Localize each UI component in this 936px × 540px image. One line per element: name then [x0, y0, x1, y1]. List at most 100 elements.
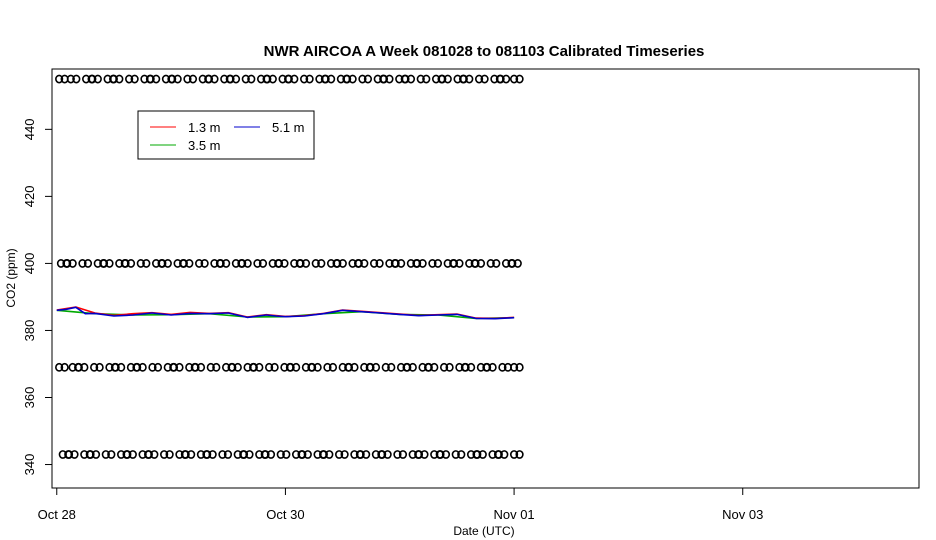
plot-frame	[51, 68, 920, 489]
calibration-point	[441, 450, 451, 459]
calibration-point	[340, 450, 349, 459]
calibration-point	[136, 259, 145, 268]
calibration-point	[300, 74, 309, 84]
calibration-point	[416, 74, 425, 84]
calibration-point	[459, 74, 468, 84]
calibration-points	[55, 74, 524, 459]
calibration-point	[328, 362, 338, 372]
calibration-point	[358, 74, 367, 84]
calibration-point	[55, 362, 64, 372]
calibration-point	[284, 74, 293, 84]
calibration-point	[465, 74, 474, 84]
calibration-point	[93, 74, 102, 84]
calibration-point	[109, 74, 118, 84]
calibration-point	[266, 450, 276, 459]
calibration-point	[91, 450, 101, 459]
calibration-point	[74, 362, 83, 372]
calibration-point	[70, 450, 79, 459]
x-tick-label: Oct 30	[266, 507, 304, 522]
calibration-point	[130, 74, 139, 84]
calibration-point	[323, 362, 332, 372]
calibration-point	[261, 450, 270, 459]
calibration-point	[478, 450, 487, 459]
calibration-point	[128, 450, 137, 459]
calibration-point	[80, 362, 89, 372]
calibration-point	[231, 74, 241, 84]
calibration-point	[99, 259, 109, 268]
calibration-point	[371, 362, 381, 372]
calibration-point	[111, 362, 120, 372]
calibration-point	[138, 362, 147, 372]
calibration-point	[222, 259, 231, 268]
x-tick-label: Nov 03	[722, 507, 763, 522]
calibration-point	[301, 259, 311, 268]
calibration-point	[305, 74, 314, 84]
calibration-point	[488, 362, 497, 372]
calibration-point	[241, 74, 250, 84]
calibration-point	[228, 362, 237, 372]
calibration-point	[68, 259, 77, 268]
calibration-point	[430, 362, 439, 372]
calibration-point	[360, 259, 369, 268]
series-lines	[56, 306, 515, 320]
y-axis-label: CO2 (ppm)	[4, 248, 18, 307]
calibration-point	[121, 259, 130, 268]
calibration-point	[95, 362, 104, 372]
calibration-point	[245, 450, 254, 459]
calibration-point	[265, 362, 274, 372]
calibration-point	[117, 362, 126, 372]
calibration-point	[483, 362, 492, 372]
calibration-point	[115, 74, 124, 84]
calibration-point	[515, 362, 524, 372]
calibration-point	[144, 450, 153, 459]
calibration-point	[398, 450, 408, 459]
calibration-point	[200, 259, 209, 268]
calibration-point	[64, 450, 74, 459]
calibration-point	[498, 362, 507, 372]
calibration-point	[473, 450, 482, 459]
calibration-point	[212, 362, 221, 372]
calibration-point	[513, 259, 522, 268]
calibration-point	[160, 450, 169, 459]
calibration-point	[282, 450, 291, 459]
calibration-point	[379, 74, 389, 84]
calibration-point	[204, 74, 214, 84]
calibration-point	[223, 450, 233, 459]
calibration-point	[123, 450, 132, 459]
calibration-point	[387, 362, 396, 372]
calibration-point	[508, 259, 517, 268]
calibration-point	[148, 362, 157, 372]
calibration-point	[509, 450, 519, 459]
calibration-point	[428, 259, 437, 268]
calibration-point	[391, 259, 400, 268]
calibration-point	[422, 74, 431, 84]
calibration-point	[296, 259, 305, 268]
legend-label-3: 5.1 m	[272, 120, 305, 135]
calibration-point	[183, 74, 192, 84]
calibration-point	[501, 74, 511, 84]
calibration-point	[101, 450, 110, 459]
calibration-point	[439, 362, 449, 372]
calibration-point	[496, 74, 505, 84]
calibration-point	[226, 74, 235, 84]
calibration-point	[268, 74, 277, 84]
calibration-point	[150, 450, 159, 459]
calibration-point	[83, 259, 93, 268]
calibration-point	[280, 259, 289, 268]
calibration-point	[133, 362, 142, 372]
calibration-point	[500, 450, 509, 459]
calibration-point	[142, 259, 151, 268]
calibration-point	[480, 74, 489, 84]
calibration-point	[165, 450, 174, 459]
calibration-point	[433, 259, 443, 268]
calibration-point	[461, 362, 470, 372]
calibration-point	[153, 362, 163, 372]
calibration-point	[449, 259, 459, 268]
y-tick-label: 400	[22, 253, 37, 275]
calibration-point	[78, 259, 87, 268]
calibration-point	[206, 362, 215, 372]
calibration-point	[414, 450, 424, 459]
calibration-point	[343, 74, 352, 84]
calibration-point	[125, 74, 134, 84]
